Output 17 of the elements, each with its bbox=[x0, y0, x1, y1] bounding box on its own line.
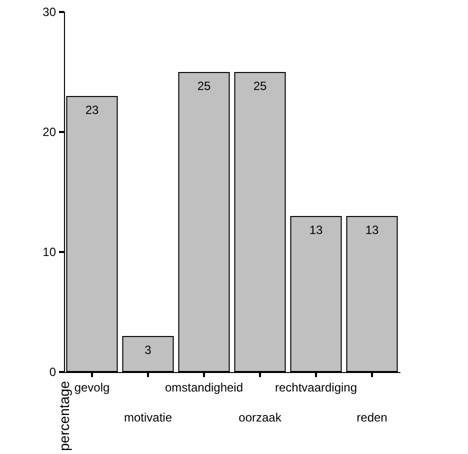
y-axis-title: percentage bbox=[56, 380, 72, 451]
y-tick-label: 10 bbox=[42, 245, 56, 260]
x-tick-label: motivatie bbox=[124, 410, 172, 425]
data-label: 25 bbox=[197, 79, 211, 94]
y-tick-label: 20 bbox=[42, 125, 56, 140]
x-tick-label: rechtvaardiging bbox=[274, 380, 358, 395]
x-tick-label: omstandigheid bbox=[164, 380, 244, 395]
data-label: 25 bbox=[253, 79, 267, 94]
data-label: 13 bbox=[309, 223, 323, 238]
data-label: 23 bbox=[85, 103, 99, 118]
x-tick-label: reden bbox=[356, 410, 388, 425]
y-tick-label: 30 bbox=[42, 5, 56, 19]
x-tick-label: gevolg bbox=[74, 380, 110, 395]
data-label: 3 bbox=[144, 343, 152, 358]
data-label: 13 bbox=[365, 223, 379, 238]
y-tick-label: 0 bbox=[49, 365, 56, 380]
x-tick-label: oorzaak bbox=[238, 410, 282, 425]
